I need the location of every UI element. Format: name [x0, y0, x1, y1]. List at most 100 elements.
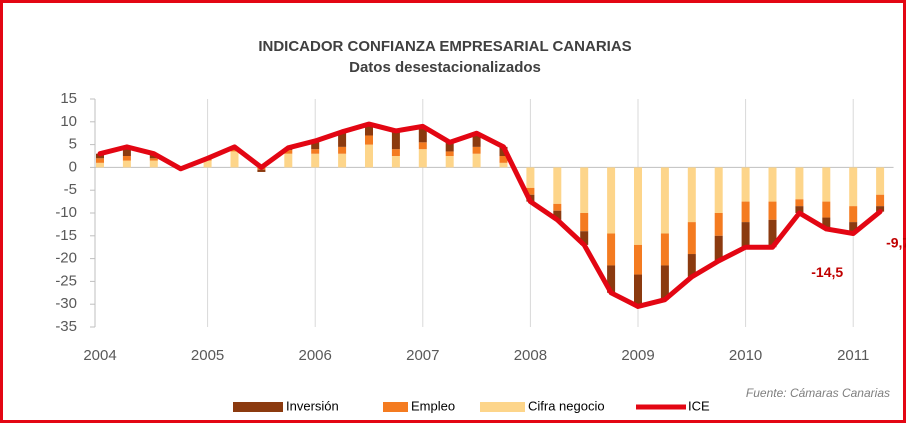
bar-segment: [391, 149, 400, 156]
bar-segment: [418, 142, 427, 150]
bar-segment: [149, 158, 158, 161]
bar-segment: [714, 235, 723, 261]
bar-segment: [741, 201, 750, 223]
y-tick-label: -5: [64, 181, 77, 198]
bar-segment: [822, 217, 831, 229]
ice-line: [97, 121, 883, 309]
bar-segment: [472, 133, 481, 147]
bar-segment: [822, 167, 831, 202]
bar-segment: [687, 222, 696, 255]
bar-segment: [553, 203, 562, 211]
bar-segment: [311, 153, 320, 168]
bar-segment: [580, 167, 589, 213]
bar-segment: [795, 206, 804, 213]
bar-segment: [365, 124, 373, 136]
bar-segment: [499, 162, 508, 168]
bar-segment: [876, 194, 885, 207]
bar-segment: [607, 265, 616, 293]
bar-segment: [768, 201, 777, 220]
bar-segment: [768, 219, 777, 248]
bar-segment: [741, 167, 750, 202]
x-tick-label: 2008: [514, 347, 547, 364]
bar-segment: [660, 233, 669, 266]
bar-segment: [553, 210, 562, 220]
bar-segment: [365, 135, 373, 145]
y-tick-label: -10: [55, 204, 77, 221]
bar-segment: [795, 199, 804, 207]
y-tick-label: 0: [69, 158, 77, 175]
x-tick-label: 2005: [191, 347, 224, 364]
legend-swatch: [480, 402, 525, 412]
bar-segment: [445, 151, 454, 156]
bar-segment: [96, 162, 104, 168]
bar-segment: [634, 167, 642, 245]
bar-segment: [472, 146, 481, 154]
legend-label: Empleo: [411, 398, 455, 413]
bar-segment: [203, 160, 212, 168]
bar-segment: [849, 206, 858, 223]
bar-segment: [122, 160, 131, 168]
bar-segment: [714, 167, 723, 213]
bar-segment: [257, 169, 266, 172]
legend-label: ICE: [688, 398, 710, 413]
y-tick-label: 5: [69, 136, 77, 153]
bar-segment: [849, 167, 858, 207]
y-tick-label: 10: [60, 113, 77, 130]
bar-segment: [876, 206, 885, 212]
bar-segment: [391, 130, 400, 150]
bar-segment: [526, 167, 535, 188]
bar-segment: [687, 254, 696, 277]
bar-segment: [849, 222, 858, 234]
bar-segment: [122, 156, 131, 161]
bar-segment: [526, 187, 535, 195]
bar-segment: [338, 146, 347, 154]
x-tick-label: 2010: [729, 347, 762, 364]
x-tick-label: 2009: [621, 347, 654, 364]
bar-segment: [768, 167, 777, 202]
y-tick-label: -25: [55, 272, 77, 289]
bar-segment: [365, 144, 373, 168]
bar-segment: [418, 126, 427, 143]
bar-segment: [876, 167, 885, 195]
bar-segment: [338, 153, 347, 168]
bar-segment: [284, 150, 293, 154]
bar-segment: [607, 167, 616, 234]
bar-segment: [607, 233, 616, 266]
bar-segment: [311, 140, 320, 150]
x-tick-label: 2007: [406, 347, 439, 364]
bar-segment: [822, 201, 831, 218]
y-tick-label: 15: [60, 90, 77, 107]
bar-segment: [553, 167, 562, 204]
bar-segment: [418, 149, 427, 168]
bar-segment: [338, 131, 347, 147]
bar-segment: [580, 231, 589, 245]
bar-segment: [284, 153, 293, 168]
bar-segment: [634, 244, 642, 275]
bar-segment: [634, 274, 642, 307]
data-label: -9,7: [886, 234, 906, 250]
y-tick-label: -15: [55, 227, 77, 244]
bar-segment: [660, 167, 669, 234]
bar-segment: [499, 156, 508, 163]
bar-segment: [230, 151, 239, 168]
legend-swatch: [233, 402, 283, 412]
y-tick-label: -35: [55, 318, 77, 335]
bar-segment: [391, 156, 400, 168]
x-tick-label: 2004: [83, 347, 116, 364]
x-tick-label: 2011: [837, 347, 869, 364]
y-tick-label: -30: [55, 295, 77, 312]
data-label: -14,5: [811, 264, 843, 280]
bar-segment: [687, 167, 696, 223]
source-note: Fuente: Cámaras Canarias: [746, 386, 890, 400]
bar-segment: [741, 222, 750, 248]
chart-subtitle: Datos desestacionalizados: [349, 59, 541, 76]
bar-segment: [714, 213, 723, 236]
legend-swatch: [383, 402, 408, 412]
bar-segment: [472, 153, 481, 168]
legend-label: Inversión: [286, 398, 339, 413]
bar-segment: [445, 156, 454, 168]
bar-segment: [660, 265, 669, 300]
x-tick-label: 2006: [299, 347, 332, 364]
